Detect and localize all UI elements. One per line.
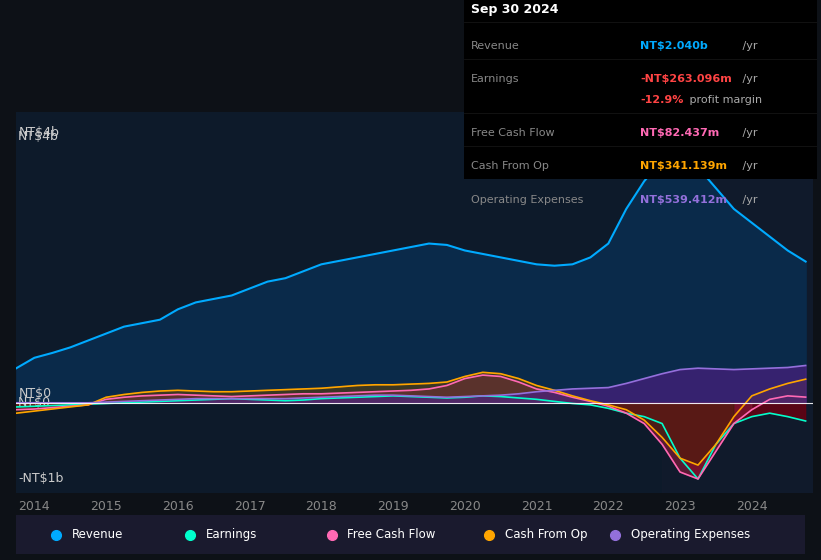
Text: Free Cash Flow: Free Cash Flow [347, 528, 436, 542]
Text: Earnings: Earnings [471, 74, 520, 85]
Text: /yr: /yr [739, 41, 758, 51]
Text: NT$0: NT$0 [18, 396, 51, 409]
Bar [662, 112, 813, 493]
Text: Free Cash Flow: Free Cash Flow [471, 128, 554, 138]
Text: NT$4b: NT$4b [18, 130, 59, 143]
Text: Earnings: Earnings [205, 528, 257, 542]
Text: Revenue: Revenue [471, 41, 520, 51]
Text: Cash From Op: Cash From Op [471, 161, 548, 171]
Text: Cash From Op: Cash From Op [505, 528, 588, 542]
Text: NT$4b: NT$4b [19, 126, 59, 139]
Text: -NT$263.096m: -NT$263.096m [640, 74, 732, 85]
Text: Operating Expenses: Operating Expenses [471, 194, 583, 204]
Text: profit margin: profit margin [686, 95, 763, 105]
Text: -12.9%: -12.9% [640, 95, 684, 105]
Text: /yr: /yr [739, 161, 758, 171]
Text: NT$0: NT$0 [19, 387, 52, 400]
Text: Operating Expenses: Operating Expenses [631, 528, 750, 542]
Text: /yr: /yr [739, 74, 758, 85]
Text: NT$539.412m: NT$539.412m [640, 194, 727, 204]
Text: NT$2.040b: NT$2.040b [640, 41, 709, 51]
Text: NT$82.437m: NT$82.437m [640, 128, 720, 138]
Text: NT$341.139m: NT$341.139m [640, 161, 727, 171]
Text: /yr: /yr [739, 194, 758, 204]
Text: Sep 30 2024: Sep 30 2024 [471, 3, 558, 16]
Text: -NT$1b: -NT$1b [19, 472, 64, 485]
Text: /yr: /yr [739, 128, 758, 138]
Text: Revenue: Revenue [71, 528, 123, 542]
